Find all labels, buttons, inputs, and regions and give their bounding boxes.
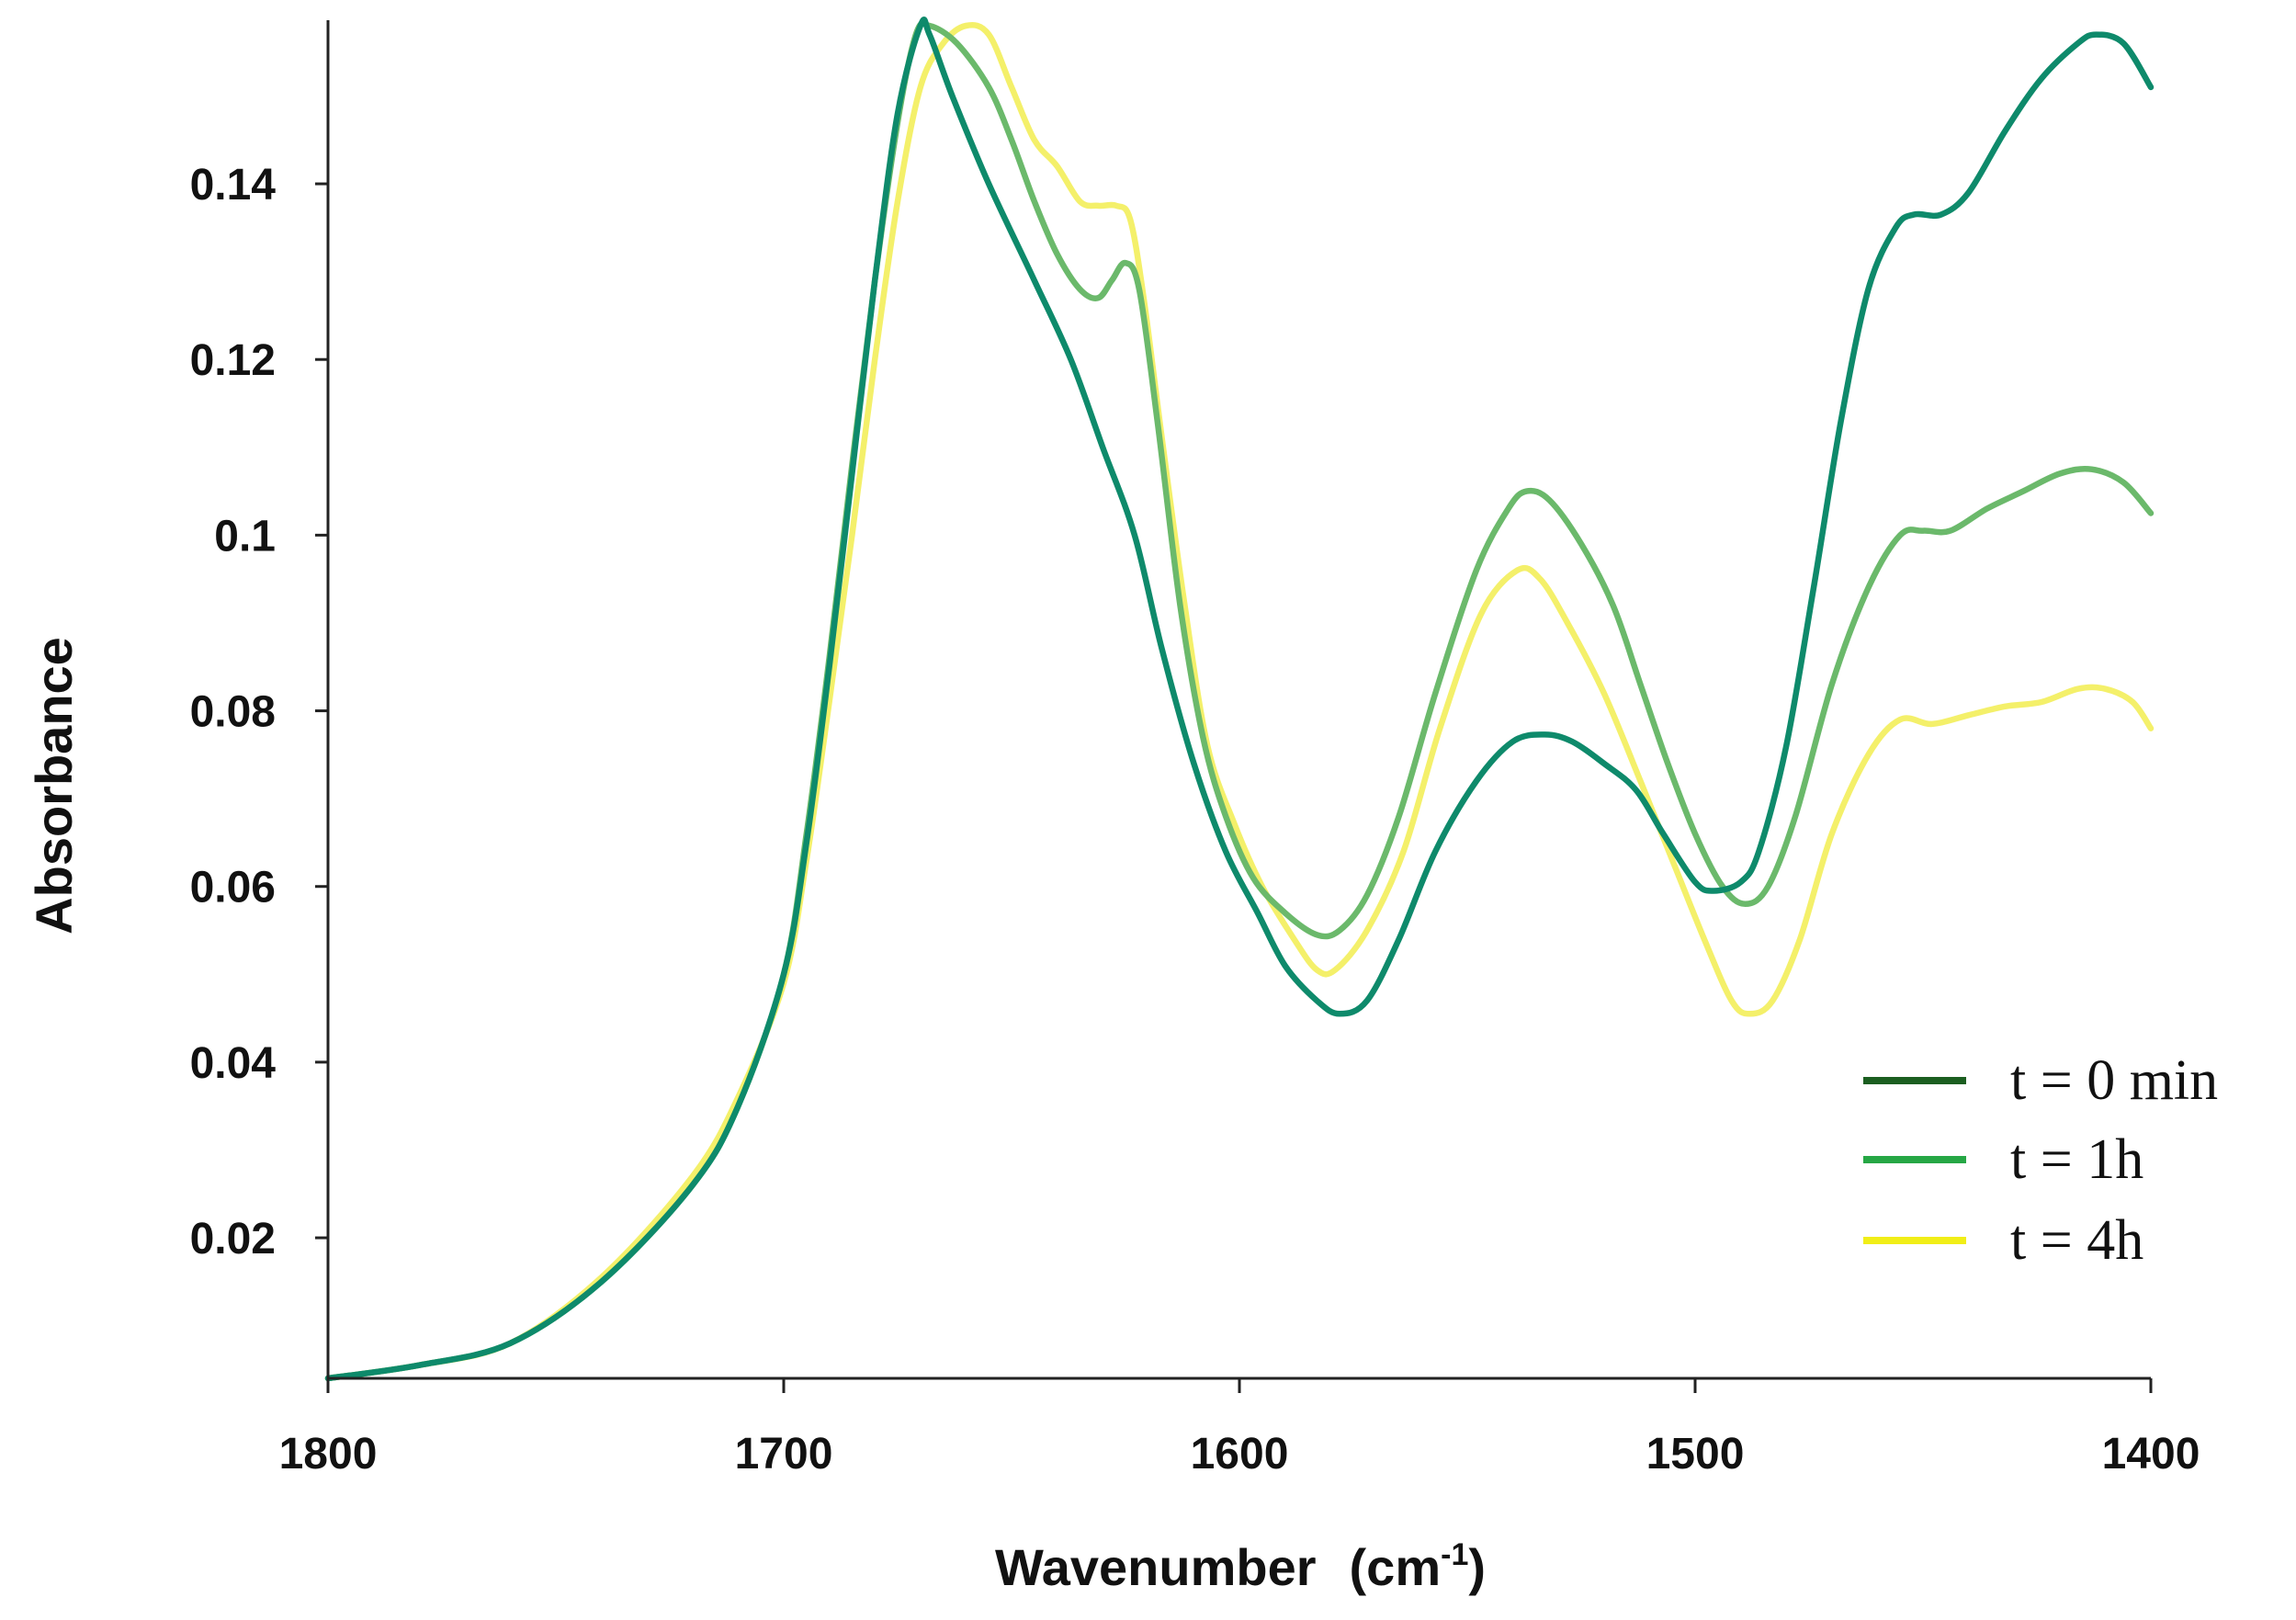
- x-ticks: 1800 1700 1600 1500 1400: [279, 1378, 2200, 1478]
- y-tick-label: 0.14: [190, 161, 277, 210]
- series-line-1: [324, 20, 2155, 1382]
- x-axis-title: Wavenumber (cm-1): [995, 1537, 1486, 1596]
- x-tick-label: 1600: [1191, 1430, 1289, 1478]
- y-tick-label: 0.12: [190, 336, 276, 385]
- x-axis-title-unit-close: ): [1468, 1538, 1486, 1596]
- legend-label: t = 4h: [2010, 1209, 2143, 1272]
- series-layer: [324, 17, 2155, 1382]
- legend-item: t = 0 min: [1863, 1049, 2218, 1112]
- y-axis-title: Absorbance: [25, 637, 83, 935]
- x-tick-label: 1400: [2102, 1430, 2200, 1478]
- x-axis-title-main: Wavenumber: [995, 1538, 1317, 1596]
- series-line-2: [324, 22, 2155, 1382]
- axes-layer: [326, 20, 2151, 1380]
- x-axis-title-unit: (cm: [1350, 1538, 1442, 1596]
- x-tick-label: 1500: [1646, 1430, 1745, 1478]
- y-ticks: 0.02 0.04 0.06 0.08 0.1 0.12 0.14: [190, 161, 328, 1263]
- x-axis-title-unit-exponent: -1: [1441, 1537, 1468, 1572]
- y-tick-label: 0.1: [214, 512, 276, 561]
- series-line-0: [324, 17, 2155, 1382]
- legend-label: t = 0 min: [2010, 1049, 2218, 1112]
- y-tick-label: 0.04: [190, 1039, 277, 1088]
- y-tick-label: 0.08: [190, 688, 276, 737]
- y-tick-label: 0.06: [190, 864, 276, 912]
- legend-label: t = 1h: [2010, 1128, 2143, 1191]
- legend: t = 0 min t = 1h t = 4h: [1863, 1049, 2218, 1272]
- x-tick-label: 1800: [279, 1430, 378, 1478]
- legend-item: t = 1h: [1863, 1128, 2143, 1191]
- y-tick-label: 0.02: [190, 1215, 276, 1263]
- legend-item: t = 4h: [1863, 1209, 2143, 1272]
- x-tick-label: 1700: [735, 1430, 833, 1478]
